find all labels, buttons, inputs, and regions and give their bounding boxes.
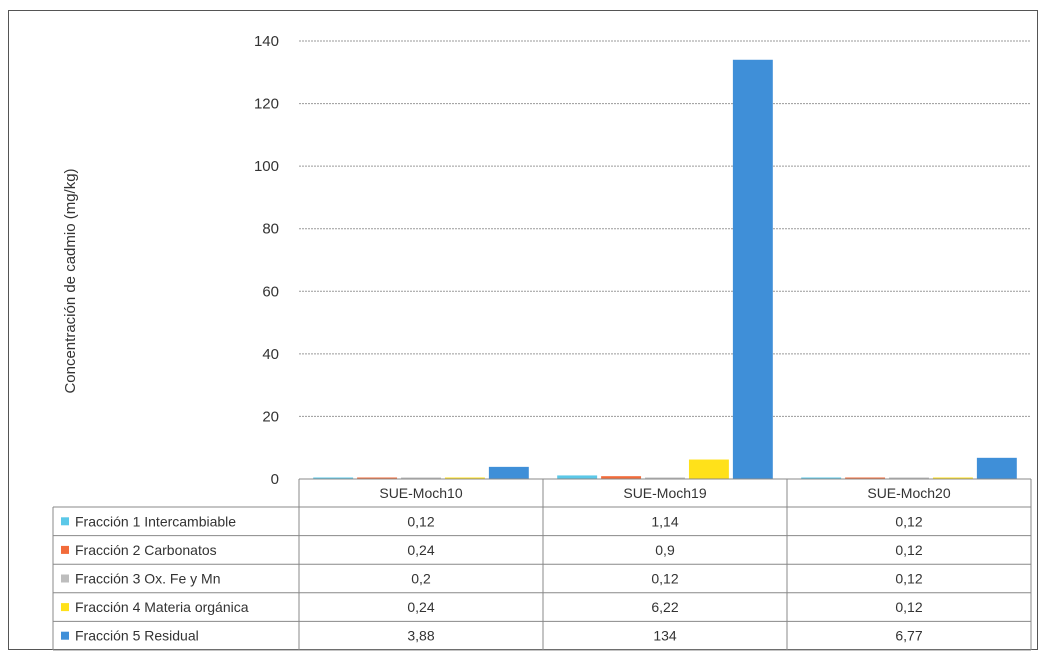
bar bbox=[557, 475, 598, 479]
legend-entry: Fracción 3 Ox. Fe y Mn bbox=[75, 571, 220, 587]
data-label: 0,12 bbox=[895, 542, 922, 558]
legend-swatch bbox=[61, 631, 69, 640]
y-tick-label: 80 bbox=[262, 221, 279, 238]
data-label: 0,12 bbox=[651, 571, 678, 587]
data-label: 3,88 bbox=[407, 628, 434, 644]
legend-swatch bbox=[61, 545, 69, 554]
category-label: SUE-Moch20 bbox=[867, 485, 950, 501]
data-label: 0,24 bbox=[407, 542, 434, 558]
legend-swatch bbox=[61, 517, 69, 526]
legend-swatch bbox=[61, 574, 69, 583]
bar bbox=[645, 477, 685, 479]
bar bbox=[732, 59, 773, 480]
data-label: 6,77 bbox=[895, 628, 922, 644]
data-label: 0,9 bbox=[655, 542, 675, 558]
y-tick-label: 100 bbox=[254, 158, 279, 175]
y-tick-label: 20 bbox=[262, 408, 279, 425]
data-label: 0,2 bbox=[411, 571, 431, 587]
bar bbox=[889, 477, 929, 479]
category-label: SUE-Moch10 bbox=[379, 485, 462, 501]
data-label: 0,12 bbox=[895, 599, 922, 615]
bar bbox=[601, 476, 642, 479]
chart-frame: 0 20 40 60 80 100 120 140 Concentración de cadm… bbox=[8, 10, 1038, 651]
bar bbox=[845, 477, 886, 479]
data-label: 6,22 bbox=[651, 599, 678, 615]
legend-entry: Fracción 2 Carbonatos bbox=[75, 542, 217, 558]
bar bbox=[801, 477, 842, 479]
category-label: SUE-Moch19 bbox=[623, 485, 706, 501]
y-tick-label: 140 bbox=[254, 33, 279, 50]
y-tick-label: 60 bbox=[262, 283, 279, 300]
bars bbox=[313, 59, 1017, 480]
y-tick-label: 0 bbox=[271, 471, 279, 488]
data-label: 0,12 bbox=[895, 571, 922, 587]
bar bbox=[976, 457, 1017, 479]
data-label: 1,14 bbox=[651, 513, 678, 529]
y-axis-ticks: 0 20 40 60 80 100 120 140 bbox=[254, 33, 279, 488]
legend-entry: Fracción 1 Intercambiable bbox=[75, 513, 236, 529]
bar bbox=[401, 477, 441, 479]
y-tick-label: 120 bbox=[254, 96, 279, 113]
data-label: 134 bbox=[653, 628, 677, 644]
y-axis-label: Concentración de cadmio (mg/kg) bbox=[62, 168, 79, 393]
bar bbox=[313, 477, 354, 479]
data-label: 0,24 bbox=[407, 599, 434, 615]
legend-entry: Fracción 4 Materia orgánica bbox=[75, 599, 249, 615]
bar bbox=[932, 477, 973, 479]
legend-entry: Fracción 5 Residual bbox=[75, 628, 199, 644]
bar bbox=[688, 459, 729, 479]
grid-lines bbox=[299, 40, 1031, 417]
y-tick-label: 40 bbox=[262, 346, 279, 363]
bar bbox=[357, 477, 398, 479]
bar bbox=[488, 466, 529, 479]
data-label: 0,12 bbox=[895, 513, 922, 529]
bar bbox=[444, 477, 485, 479]
data-label: 0,12 bbox=[407, 513, 434, 529]
legend-swatch bbox=[61, 603, 69, 612]
data-table: SUE-Moch10 SUE-Moch19 SUE-Moch20 Fracción 1… bbox=[52, 478, 1032, 651]
chart-canvas: 0 20 40 60 80 100 120 140 Concentración de cadm… bbox=[52, 33, 1032, 651]
